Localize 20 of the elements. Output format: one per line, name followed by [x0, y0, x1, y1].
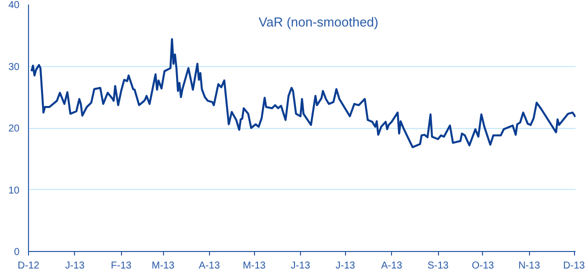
x-tick-label: A-13: [381, 260, 403, 272]
line-series: [30, 38, 576, 148]
y-tick-label: 30: [8, 62, 20, 73]
x-tick-label: D-12: [18, 260, 40, 272]
x-tick-label: D-13: [563, 260, 586, 272]
x-tick-label: A-13: [198, 260, 220, 272]
x-tick-label: N-13: [518, 260, 540, 272]
x-tick-label: J-13: [290, 260, 311, 272]
x-tick-label: M-13: [242, 260, 266, 272]
text: VaR (non-smoothed): [258, 14, 378, 30]
x-tick-label: J-13: [336, 260, 356, 272]
x-tick-label: S-13: [427, 260, 450, 272]
y-tick-label: 0: [14, 247, 20, 258]
y-tick-label: 20: [8, 124, 20, 134]
y-tick-label: 10: [8, 185, 20, 196]
y-tick-label: 40: [8, 0, 20, 11]
x-tick-label: J-13: [65, 260, 85, 272]
x-tick-label: O-13: [472, 260, 494, 272]
x-tick-label: F-13: [110, 260, 132, 272]
x-tick-label: M-13: [152, 260, 175, 272]
